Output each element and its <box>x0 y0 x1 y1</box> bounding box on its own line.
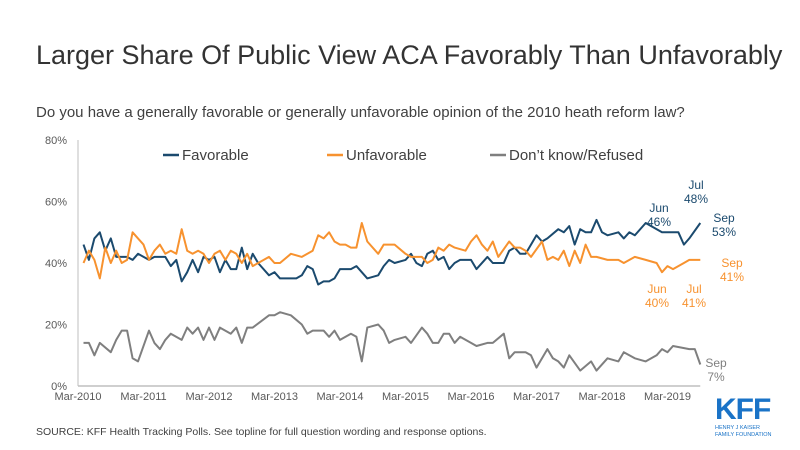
x-tick-label: Mar-2017 <box>513 391 560 403</box>
annotation-month: Jul <box>686 282 701 296</box>
series-line-favorable <box>82 218 702 286</box>
x-tick-label: Mar-2018 <box>578 391 625 403</box>
series-line-unfavorable <box>82 222 701 280</box>
kff-logo: KFF HENRY J KAISER FAMILY FOUNDATION <box>715 394 785 439</box>
annotation-value: 40% <box>645 296 669 310</box>
x-tick-label: Mar-2012 <box>185 391 232 403</box>
annotation-month: Jul <box>688 178 703 192</box>
x-tick-label: Mar-2019 <box>644 391 691 403</box>
annotation-month: Jun <box>649 201 668 215</box>
x-tick-label: Mar-2016 <box>447 391 494 403</box>
x-tick-label: Mar-2014 <box>316 391 363 403</box>
annotation-month: Sep <box>705 356 727 370</box>
annotation-value: 7% <box>707 370 725 384</box>
y-tick-label: 0% <box>51 381 67 393</box>
source-note: SOURCE: KFF Health Tracking Polls. See t… <box>36 426 487 438</box>
x-tick-label: Mar-2010 <box>54 391 101 403</box>
chart-title: Larger Share Of Public View ACA Favorabl… <box>36 40 783 70</box>
legend-label: Don’t know/Refused <box>509 147 643 164</box>
series-lines <box>82 218 702 372</box>
y-tick-label: 20% <box>45 320 67 332</box>
annotations: Jun46%Jul48%Sep53%Jun40%Jul41%Sep41%Sep7… <box>645 178 744 384</box>
legend-label: Unfavorable <box>346 147 427 164</box>
logo-wordmark: KFF <box>715 393 771 426</box>
annotation-value: 48% <box>684 192 708 206</box>
annotation-value: 46% <box>647 215 671 229</box>
annotation-value: 53% <box>712 225 736 239</box>
annotation-month: Jun <box>647 282 666 296</box>
annotation-value: 41% <box>720 270 744 284</box>
axes: 0% 20% 40% 60% 80% Mar-2010 Mar-2011 Mar-2012 Ma… <box>45 135 701 403</box>
logo-line2: FAMILY FOUNDATION <box>715 432 772 438</box>
y-tick-label: 40% <box>45 258 67 270</box>
y-tick-label: 60% <box>45 197 67 209</box>
legend: Favorable Unfavorable Don’t know/Refused <box>163 147 643 164</box>
x-tick-label: Mar-2013 <box>251 391 298 403</box>
legend-label: Favorable <box>182 147 249 164</box>
x-tick-label: Mar-2015 <box>382 391 429 403</box>
annotation-month: Sep <box>721 256 743 270</box>
annotation-month: Sep <box>713 211 735 225</box>
x-tick-label: Mar-2011 <box>120 391 166 403</box>
annotation-value: 41% <box>682 296 706 310</box>
series-line-dont-know <box>83 311 702 372</box>
logo-line1: HENRY J KAISER <box>715 425 761 431</box>
y-tick-label: 80% <box>45 135 67 147</box>
chart-subtitle: Do you have a generally favorable or gen… <box>36 104 685 121</box>
